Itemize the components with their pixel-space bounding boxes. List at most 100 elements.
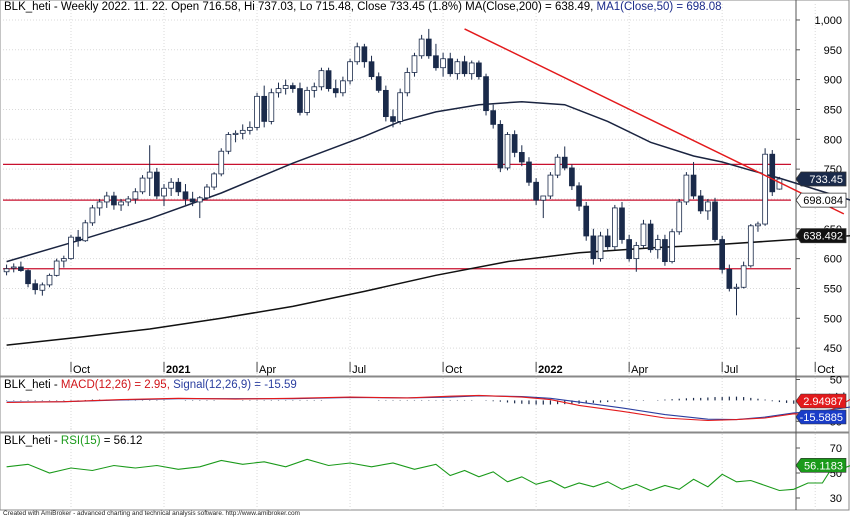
price-axis-label: 850: [824, 104, 842, 116]
candle-body: [232, 132, 239, 135]
price-axis-label: 950: [824, 45, 842, 57]
candle-body: [390, 116, 396, 122]
candle-body: [175, 181, 182, 193]
candle-body: [32, 283, 39, 291]
candle-body: [211, 173, 217, 188]
candle-body: [590, 235, 597, 260]
candle-body: [239, 129, 246, 134]
date-label-1: 2021: [166, 364, 190, 376]
value-axis: 4505005506006507007508008509009501,00073…: [795, 15, 847, 505]
candle-body: [619, 207, 625, 240]
candle-body: [89, 207, 96, 224]
rsi-ticker-prefix: BLK_heti -: [4, 435, 61, 447]
candle-body: [504, 134, 511, 169]
candle-body: [576, 185, 582, 207]
footer-credit: Created with AmiBroker - advanced charti…: [3, 510, 300, 517]
candle-body: [361, 46, 368, 63]
macd-value-tag: [795, 409, 847, 425]
candle-body: [712, 201, 718, 240]
rsi-panel-title: BLK_heti - RSI(15) = 56.12: [4, 435, 142, 447]
candle-body: [311, 86, 318, 91]
candle-body: [533, 181, 539, 201]
candle-body: [289, 85, 296, 89]
candle-body: [633, 245, 640, 260]
macd-value-tag: [795, 393, 847, 409]
candle-body: [332, 88, 339, 94]
candle-body: [490, 110, 497, 125]
candle-body: [447, 58, 454, 75]
candle-body: [626, 239, 632, 260]
candle-body: [368, 61, 375, 78]
candle-body: [60, 258, 67, 262]
candle-body: [182, 191, 189, 200]
candle-body: [554, 156, 561, 176]
candle-body: [25, 270, 31, 285]
price-axis-label: 500: [824, 313, 842, 325]
candle-body: [111, 195, 117, 206]
candle-body: [676, 201, 683, 233]
candle-body: [454, 61, 461, 75]
candle-body: [82, 222, 89, 242]
trendline: [464, 28, 845, 215]
candle-body: [640, 223, 647, 246]
candle-body: [275, 88, 282, 94]
candle-body: [383, 89, 389, 118]
price-axis-label: 550: [824, 283, 842, 295]
date-label-8: Oct: [817, 364, 834, 376]
candle-body: [418, 38, 425, 57]
candle-body: [425, 38, 432, 57]
price-axis-label: 450: [824, 343, 842, 355]
candle-body: [726, 268, 733, 289]
macd-panel-frame: [0, 376, 850, 433]
price-panel-title: BLK_heti - Weekly 2022. 11. 22. Open 716…: [4, 1, 722, 13]
macd-value-label: -15.5885: [800, 412, 843, 424]
rsi-panel-frame: [0, 432, 850, 511]
candle-body: [146, 171, 153, 179]
last-value-label: 638.492: [803, 231, 843, 243]
candle-body: [125, 198, 132, 203]
candle-body: [354, 46, 361, 63]
candle-body: [547, 174, 554, 197]
macd-line: [6, 394, 850, 422]
rsi-value-label: 56.1183: [804, 460, 843, 472]
candle-body: [340, 80, 346, 94]
candle-body: [68, 236, 74, 260]
candle-body: [690, 174, 697, 197]
candle-body: [683, 174, 690, 203]
candle-body: [304, 89, 310, 113]
candle-body: [118, 201, 124, 206]
rsi-legend: RSI(15): [60, 435, 101, 447]
candle-body: [733, 286, 740, 289]
candle-body: [3, 268, 10, 273]
candle-body: [468, 62, 475, 75]
date-label-7: Jul: [724, 364, 738, 376]
candle-body: [53, 260, 60, 276]
candle-body: [268, 92, 275, 122]
last-value-label: 733.45: [809, 174, 843, 186]
candle-body: [705, 201, 711, 212]
price-panel-frame: [0, 0, 850, 377]
date-label-0: Oct: [73, 364, 90, 376]
candle-body: [154, 171, 160, 197]
candle-body: [669, 231, 675, 263]
candle-body: [347, 61, 353, 82]
candle-body: [318, 70, 325, 88]
candle-body: [225, 134, 232, 152]
ticker-summary: BLK_heti - Weekly 2022. 11. 22. Open 716…: [4, 1, 597, 13]
rsi-legend-value: = 56.12: [100, 435, 143, 447]
candle-body: [511, 134, 518, 153]
macd-value-label: 2.94987: [803, 396, 843, 408]
macd-axis-label: 50: [830, 374, 842, 386]
rsi-axis-label: 70: [830, 443, 842, 455]
candle-body: [719, 239, 726, 270]
candle-body: [440, 58, 446, 69]
candle-body: [218, 150, 225, 175]
last-value-tag: [795, 192, 847, 208]
candle-body: [103, 195, 110, 203]
candle-body: [39, 284, 46, 291]
candle-body: [282, 85, 289, 89]
candle-body: [647, 223, 654, 251]
price-axis-label: 600: [824, 254, 842, 266]
